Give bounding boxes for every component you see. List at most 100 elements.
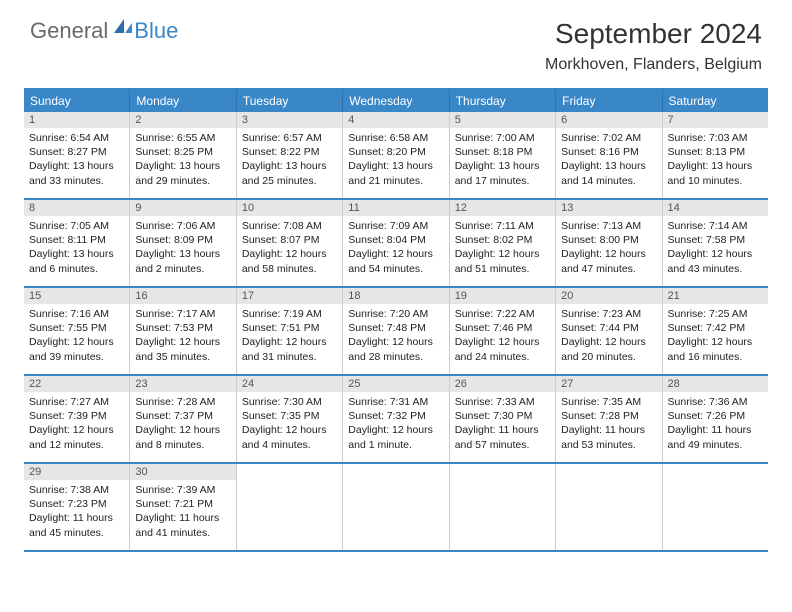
day-details: Sunrise: 7:22 AMSunset: 7:46 PMDaylight:… [450,304,555,368]
calendar-day: 17Sunrise: 7:19 AMSunset: 7:51 PMDayligh… [237,288,343,374]
sunrise-text: Sunrise: 6:54 AM [29,131,124,145]
day-number: 15 [24,288,129,304]
sunrise-text: Sunrise: 7:08 AM [242,219,337,233]
sunset-text: Sunset: 7:46 PM [455,321,550,335]
daylight-text: Daylight: 13 hours and 6 minutes. [29,247,124,275]
weekday-header: Monday [130,90,236,112]
sunrise-text: Sunrise: 7:30 AM [242,395,337,409]
day-number: 26 [450,376,555,392]
sunrise-text: Sunrise: 7:19 AM [242,307,337,321]
day-details: Sunrise: 7:30 AMSunset: 7:35 PMDaylight:… [237,392,342,456]
sunset-text: Sunset: 8:00 PM [561,233,656,247]
calendar-day: 25Sunrise: 7:31 AMSunset: 7:32 PMDayligh… [343,376,449,462]
sunset-text: Sunset: 7:58 PM [668,233,763,247]
calendar-day: 28Sunrise: 7:36 AMSunset: 7:26 PMDayligh… [663,376,768,462]
day-number: 28 [663,376,768,392]
sunset-text: Sunset: 8:04 PM [348,233,443,247]
day-details: Sunrise: 7:08 AMSunset: 8:07 PMDaylight:… [237,216,342,280]
sunset-text: Sunset: 7:53 PM [135,321,230,335]
day-number: 25 [343,376,448,392]
location-text: Morkhoven, Flanders, Belgium [545,56,762,74]
day-details: Sunrise: 7:36 AMSunset: 7:26 PMDaylight:… [663,392,768,456]
weekday-header: Wednesday [343,90,449,112]
calendar-day: 6Sunrise: 7:02 AMSunset: 8:16 PMDaylight… [556,112,662,198]
calendar-day: 11Sunrise: 7:09 AMSunset: 8:04 PMDayligh… [343,200,449,286]
brand-logo: General Blue [30,18,178,44]
sunrise-text: Sunrise: 6:57 AM [242,131,337,145]
sunrise-text: Sunrise: 7:22 AM [455,307,550,321]
day-details: Sunrise: 7:39 AMSunset: 7:21 PMDaylight:… [130,480,235,544]
sunset-text: Sunset: 8:11 PM [29,233,124,247]
calendar-day: 10Sunrise: 7:08 AMSunset: 8:07 PMDayligh… [237,200,343,286]
daylight-text: Daylight: 13 hours and 10 minutes. [668,159,763,187]
calendar-day: 24Sunrise: 7:30 AMSunset: 7:35 PMDayligh… [237,376,343,462]
sunset-text: Sunset: 7:28 PM [561,409,656,423]
calendar-day: 8Sunrise: 7:05 AMSunset: 8:11 PMDaylight… [24,200,130,286]
sunrise-text: Sunrise: 6:58 AM [348,131,443,145]
sunrise-text: Sunrise: 7:23 AM [561,307,656,321]
sunrise-text: Sunrise: 7:09 AM [348,219,443,233]
day-details: Sunrise: 7:00 AMSunset: 8:18 PMDaylight:… [450,128,555,192]
calendar-day: 15Sunrise: 7:16 AMSunset: 7:55 PMDayligh… [24,288,130,374]
day-details: Sunrise: 7:20 AMSunset: 7:48 PMDaylight:… [343,304,448,368]
day-details: Sunrise: 7:03 AMSunset: 8:13 PMDaylight:… [663,128,768,192]
calendar-day: 12Sunrise: 7:11 AMSunset: 8:02 PMDayligh… [450,200,556,286]
day-number: 10 [237,200,342,216]
sunset-text: Sunset: 7:42 PM [668,321,763,335]
sunset-text: Sunset: 8:13 PM [668,145,763,159]
day-details: Sunrise: 7:35 AMSunset: 7:28 PMDaylight:… [556,392,661,456]
daylight-text: Daylight: 12 hours and 43 minutes. [668,247,763,275]
calendar-day: 22Sunrise: 7:27 AMSunset: 7:39 PMDayligh… [24,376,130,462]
day-number: 13 [556,200,661,216]
day-number: 16 [130,288,235,304]
calendar: SundayMondayTuesdayWednesdayThursdayFrid… [24,88,768,552]
sunset-text: Sunset: 7:51 PM [242,321,337,335]
calendar-day: 20Sunrise: 7:23 AMSunset: 7:44 PMDayligh… [556,288,662,374]
calendar-day [343,464,449,550]
sunrise-text: Sunrise: 7:17 AM [135,307,230,321]
daylight-text: Daylight: 12 hours and 58 minutes. [242,247,337,275]
daylight-text: Daylight: 12 hours and 16 minutes. [668,335,763,363]
title-block: September 2024 Morkhoven, Flanders, Belg… [545,18,762,74]
daylight-text: Daylight: 13 hours and 14 minutes. [561,159,656,187]
brand-text-blue: Blue [134,18,178,44]
daylight-text: Daylight: 11 hours and 45 minutes. [29,511,124,539]
calendar-day: 4Sunrise: 6:58 AMSunset: 8:20 PMDaylight… [343,112,449,198]
day-details: Sunrise: 7:16 AMSunset: 7:55 PMDaylight:… [24,304,129,368]
day-number: 24 [237,376,342,392]
day-details: Sunrise: 7:19 AMSunset: 7:51 PMDaylight:… [237,304,342,368]
sunset-text: Sunset: 7:21 PM [135,497,230,511]
day-details: Sunrise: 7:02 AMSunset: 8:16 PMDaylight:… [556,128,661,192]
day-details: Sunrise: 7:33 AMSunset: 7:30 PMDaylight:… [450,392,555,456]
calendar-week: 8Sunrise: 7:05 AMSunset: 8:11 PMDaylight… [24,200,768,288]
day-number: 1 [24,112,129,128]
sunrise-text: Sunrise: 7:25 AM [668,307,763,321]
sunrise-text: Sunrise: 7:27 AM [29,395,124,409]
sunrise-text: Sunrise: 6:55 AM [135,131,230,145]
calendar-day: 5Sunrise: 7:00 AMSunset: 8:18 PMDaylight… [450,112,556,198]
calendar-day: 16Sunrise: 7:17 AMSunset: 7:53 PMDayligh… [130,288,236,374]
day-details: Sunrise: 6:58 AMSunset: 8:20 PMDaylight:… [343,128,448,192]
weekday-header-row: SundayMondayTuesdayWednesdayThursdayFrid… [24,90,768,112]
day-number: 11 [343,200,448,216]
sunset-text: Sunset: 8:27 PM [29,145,124,159]
daylight-text: Daylight: 12 hours and 12 minutes. [29,423,124,451]
day-details: Sunrise: 7:25 AMSunset: 7:42 PMDaylight:… [663,304,768,368]
day-number: 19 [450,288,555,304]
sunrise-text: Sunrise: 7:13 AM [561,219,656,233]
calendar-day: 7Sunrise: 7:03 AMSunset: 8:13 PMDaylight… [663,112,768,198]
day-details: Sunrise: 7:13 AMSunset: 8:00 PMDaylight:… [556,216,661,280]
day-details: Sunrise: 7:27 AMSunset: 7:39 PMDaylight:… [24,392,129,456]
sunrise-text: Sunrise: 7:03 AM [668,131,763,145]
calendar-day: 18Sunrise: 7:20 AMSunset: 7:48 PMDayligh… [343,288,449,374]
sunrise-text: Sunrise: 7:39 AM [135,483,230,497]
sunset-text: Sunset: 8:20 PM [348,145,443,159]
daylight-text: Daylight: 13 hours and 33 minutes. [29,159,124,187]
daylight-text: Daylight: 13 hours and 25 minutes. [242,159,337,187]
day-details: Sunrise: 7:05 AMSunset: 8:11 PMDaylight:… [24,216,129,280]
calendar-week: 15Sunrise: 7:16 AMSunset: 7:55 PMDayligh… [24,288,768,376]
calendar-day: 23Sunrise: 7:28 AMSunset: 7:37 PMDayligh… [130,376,236,462]
day-details: Sunrise: 6:55 AMSunset: 8:25 PMDaylight:… [130,128,235,192]
day-details: Sunrise: 7:06 AMSunset: 8:09 PMDaylight:… [130,216,235,280]
calendar-week: 1Sunrise: 6:54 AMSunset: 8:27 PMDaylight… [24,112,768,200]
